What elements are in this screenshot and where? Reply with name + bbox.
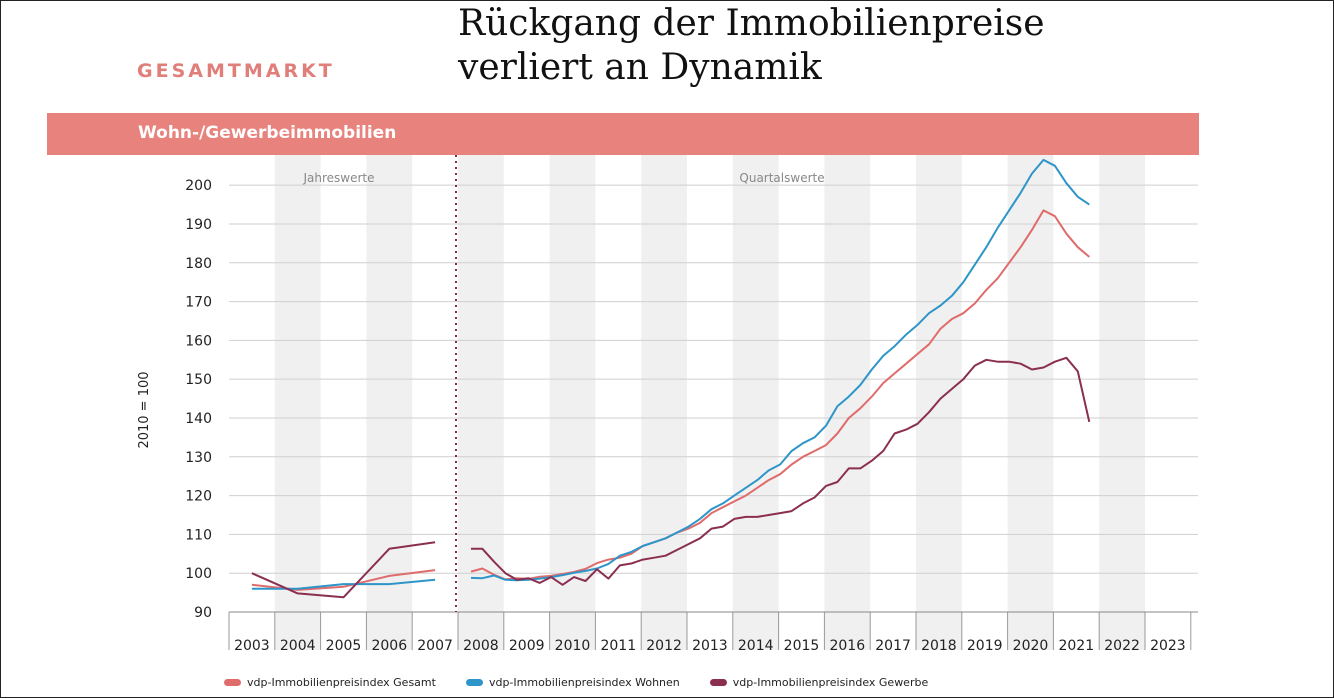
y-axis-label: 2010 = 100 <box>137 371 152 448</box>
page-title: Rückgang der Immobilienpreise verliert a… <box>458 2 1158 90</box>
legend: vdp-Immobilienpreisindex Gesamt vdp-Immo… <box>224 676 928 689</box>
y-tick-label: 140 <box>185 411 212 427</box>
y-tick-label: 170 <box>185 295 212 311</box>
x-tick-label: 2004 <box>280 638 316 654</box>
x-tick-label: 2005 <box>326 638 362 654</box>
x-tick-label: 2021 <box>1058 638 1094 654</box>
legend-label-wohnen: vdp-Immobilienpreisindex Wohnen <box>488 676 680 689</box>
x-tick-label: 2017 <box>875 638 911 654</box>
legend-item-wohnen: vdp-Immobilienpreisindex Wohnen <box>465 676 680 689</box>
annual-section-label: Jahreswerte <box>302 171 374 185</box>
x-tick-label: 2006 <box>371 638 407 654</box>
series-line-gewerbe-annual <box>251 541 436 599</box>
y-tick-label: 100 <box>185 566 212 582</box>
x-tick-label: 2023 <box>1150 638 1186 654</box>
year-band <box>366 155 413 650</box>
x-tick-label: 2009 <box>509 638 545 654</box>
x-tick-label: 2012 <box>646 638 682 654</box>
quarterly-section-label: Quartalswerte <box>739 171 824 185</box>
y-tick-label: 130 <box>185 450 212 466</box>
y-tick-label: 160 <box>185 333 212 349</box>
x-tick-label: 2016 <box>829 638 865 654</box>
legend-label-gesamt: vdp-Immobilienpreisindex Gesamt <box>247 676 436 689</box>
title-line-2: verliert an Dynamik <box>458 47 822 88</box>
x-tick-label: 2010 <box>555 638 591 654</box>
x-tick-label: 2015 <box>784 638 820 654</box>
x-axis: 2003 2004 2005 2006 2007 2008 2009 2010 2011 2012… <box>228 611 1198 654</box>
legend-item-gewerbe: vdp-Immobilienpreisindex Gewerbe <box>709 676 929 689</box>
series-lines <box>251 158 1091 599</box>
y-tick-label: 190 <box>185 217 212 233</box>
year-band <box>458 155 504 650</box>
chart-banner: Wohn-/Gewerbeimmobilien <box>47 113 1199 155</box>
x-tick-label: 2022 <box>1104 638 1140 654</box>
year-band <box>274 155 321 650</box>
y-tick-label: 150 <box>185 372 212 388</box>
x-tick-label: 2003 <box>234 638 270 654</box>
year-band <box>824 155 871 650</box>
year-band <box>641 155 687 650</box>
x-tick-label: 2008 <box>463 638 499 654</box>
title-line-1: Rückgang der Immobilienpreise <box>458 3 1045 44</box>
gridlines <box>229 184 1198 574</box>
x-tick-label: 2014 <box>738 638 774 654</box>
year-band <box>1007 155 1054 650</box>
x-tick-label: 2020 <box>1013 638 1049 654</box>
series-line-wohnen-quarterly <box>470 158 1090 582</box>
y-tick-label: 90 <box>194 605 212 621</box>
x-tick-label: 2007 <box>417 638 453 654</box>
series-line-wohnen-annual <box>251 578 436 590</box>
legend-item-gesamt: vdp-Immobilienpreisindex Gesamt <box>224 676 436 689</box>
legend-swatch-gesamt <box>224 679 241 686</box>
legend-swatch-wohnen <box>465 679 483 686</box>
x-tick-label: 2011 <box>600 638 636 654</box>
y-axis-ticks: 90 100 110 120 130 140 150 160 170 180 190 200 <box>185 178 212 621</box>
year-band <box>1099 155 1145 650</box>
x-tick-label: 2018 <box>921 638 957 654</box>
y-tick-label: 120 <box>185 489 212 505</box>
section-kicker: GESAMTMARKT <box>137 60 335 82</box>
legend-label-gewerbe: vdp-Immobilienpreisindex Gewerbe <box>732 676 929 689</box>
y-tick-label: 200 <box>185 178 212 194</box>
y-tick-label: 180 <box>185 256 212 272</box>
x-tick-label: 2019 <box>967 638 1003 654</box>
year-band <box>732 155 779 650</box>
series-line-gewerbe-quarterly <box>471 356 1091 586</box>
y-tick-label: 110 <box>185 527 212 543</box>
banner-label: Wohn-/Gewerbeimmobilien <box>138 123 397 143</box>
x-tick-label: 2013 <box>692 638 728 654</box>
year-bands <box>274 155 1145 650</box>
year-band <box>916 155 962 650</box>
legend-swatch-gewerbe <box>709 679 727 686</box>
